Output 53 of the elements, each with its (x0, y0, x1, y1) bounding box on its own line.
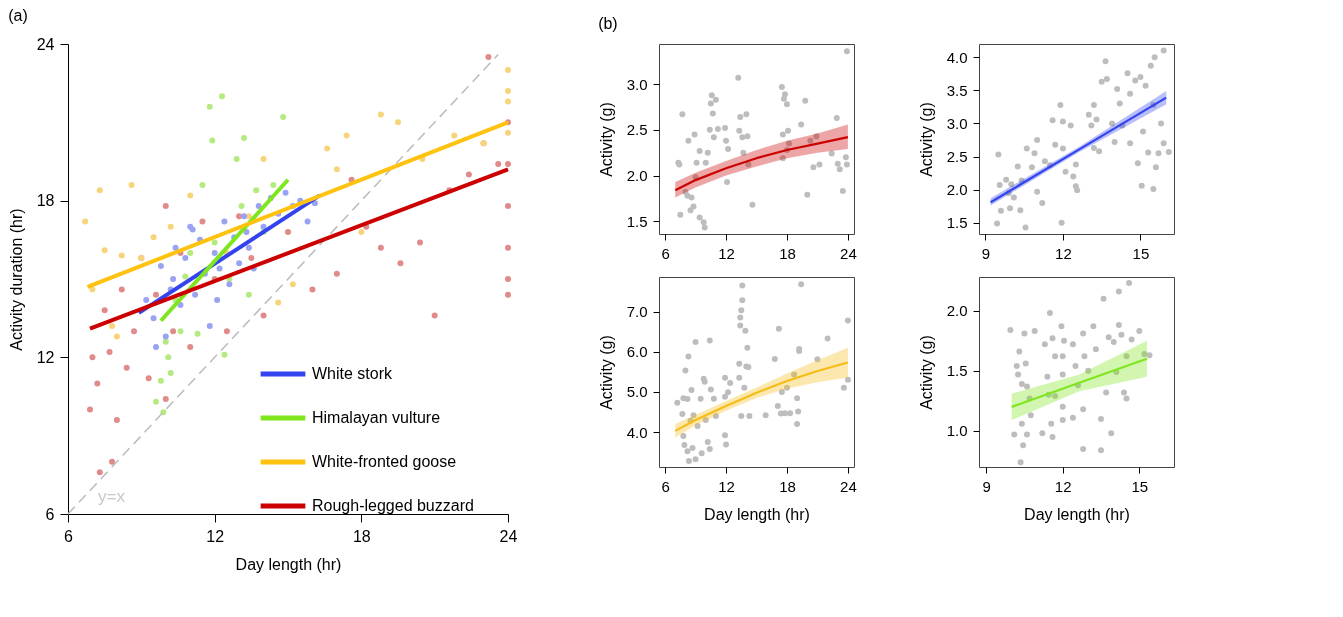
x-tick-label: 18 (779, 244, 796, 262)
y-tick-label: 2.0 (946, 181, 968, 199)
y-axis-title: Activity (g) (597, 335, 615, 410)
x-tick-label: 24 (840, 477, 857, 495)
y-tick-label: 12 (36, 348, 55, 366)
x-tick-label: 18 (779, 477, 796, 495)
y-tick-label: 4.0 (946, 48, 968, 66)
y-axis-title: Activity (g) (917, 335, 935, 410)
y-tick-label: 3.0 (626, 75, 648, 93)
x-axis-title: Day length (hr) (235, 555, 342, 573)
y-tick-label: 2.0 (946, 302, 968, 320)
x-tick-label: 12 (1054, 477, 1072, 495)
y-axis-title: Activity duration (hr) (7, 208, 25, 351)
y-tick-label: 4.0 (626, 423, 648, 441)
y-tick-label: 2.5 (946, 148, 968, 166)
y-tick-label: 5.0 (626, 383, 648, 401)
legend-label: White-fronted goose (312, 453, 457, 470)
x-tick-label: 12 (1055, 244, 1072, 262)
y-tick-label: 2.0 (626, 167, 648, 185)
y-tick-label: 6.0 (626, 343, 648, 361)
x-tick-label: 12 (206, 527, 225, 545)
x-tick-label: 9 (982, 477, 991, 495)
x-tick-label: 15 (1132, 244, 1150, 262)
y-tick-label: 2.5 (626, 121, 648, 139)
y-tick-label: 3.5 (946, 81, 968, 99)
chart-title: (a) (8, 7, 28, 24)
y-axis-title: Activity (g) (917, 102, 935, 177)
legend-label: Himalayan vulture (312, 409, 441, 426)
y-axis-title: Activity (g) (597, 102, 615, 177)
y-tick-label: 24 (36, 35, 55, 53)
x-tick-label: 15 (1131, 477, 1149, 495)
x-tick-label: 24 (499, 527, 518, 545)
y-tick-label: 1.5 (946, 362, 968, 380)
x-axis-title: Day length (hr) (704, 505, 810, 523)
chart-title: (b) (598, 15, 618, 32)
y-tick-label: 1.5 (946, 214, 968, 232)
legend-label: White stork (312, 365, 394, 382)
x-tick-label: 6 (64, 527, 74, 545)
y-tick-label: 1.0 (946, 422, 968, 440)
legend-label: Rough-legged buzzard (312, 497, 474, 514)
y-tick-label: 3.0 (946, 114, 968, 132)
x-tick-label: 12 (718, 477, 735, 495)
x-tick-label: 18 (352, 527, 371, 545)
x-tick-label: 24 (840, 244, 857, 262)
y-tick-label: 6 (45, 505, 55, 523)
x-tick-label: 9 (981, 244, 991, 262)
x-axis-title: Day length (hr) (1024, 505, 1130, 523)
x-tick-label: 6 (661, 244, 670, 262)
y-tick-label: 1.5 (626, 212, 648, 230)
x-tick-label: 12 (718, 244, 735, 262)
x-tick-label: 6 (661, 477, 670, 495)
y-tick-label: 7.0 (626, 303, 648, 321)
y-tick-label: 18 (36, 192, 55, 210)
